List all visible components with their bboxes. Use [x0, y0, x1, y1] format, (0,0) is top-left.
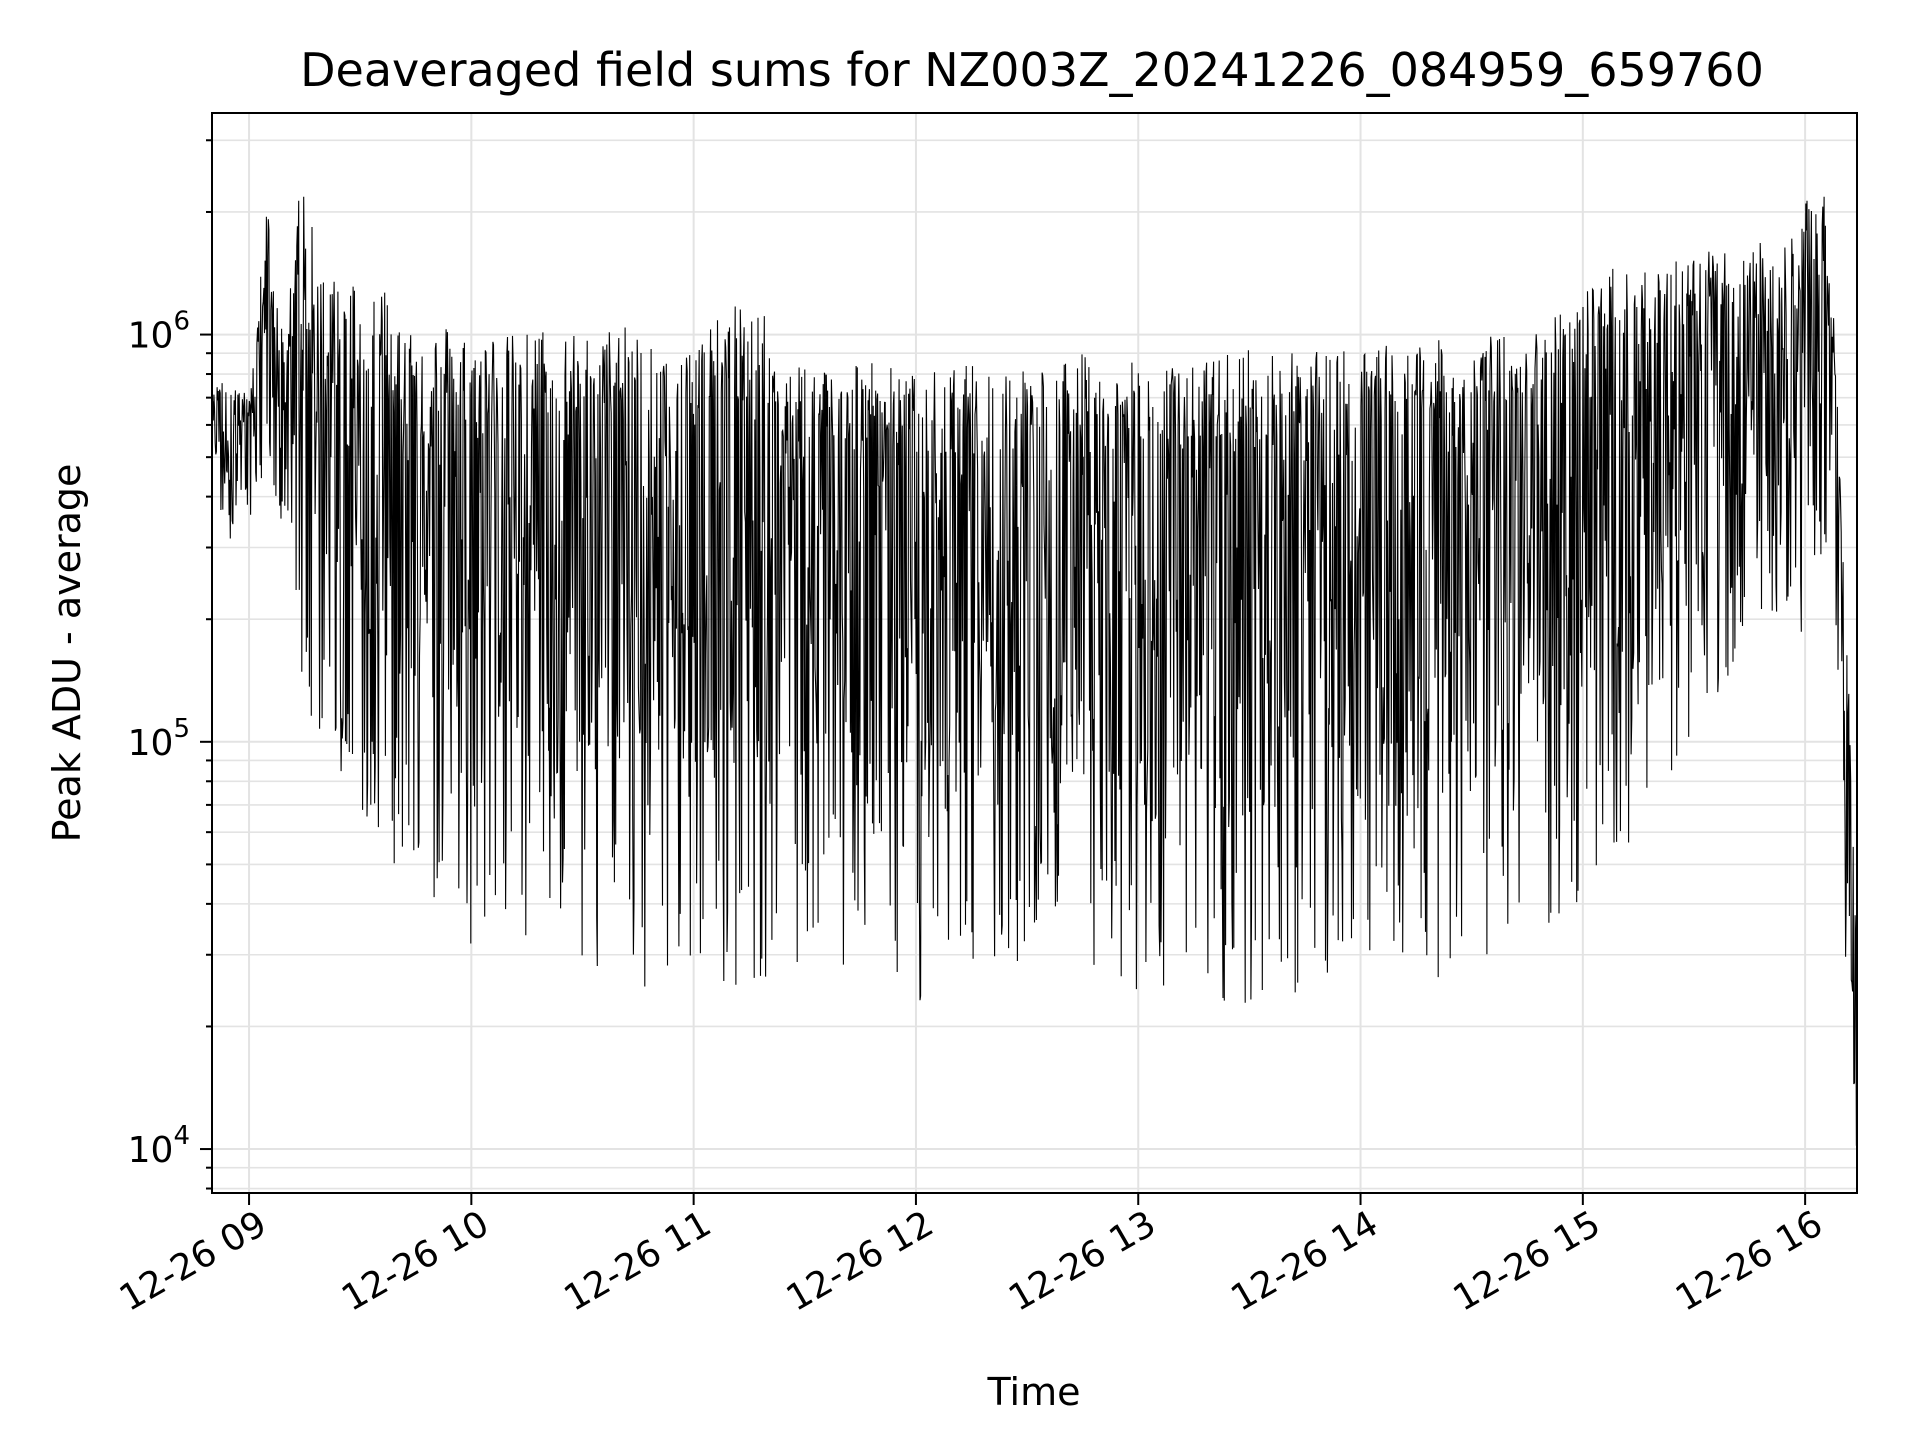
y-axis: 104 105 106: [128, 139, 212, 1190]
y-tick-label: 104: [128, 1121, 190, 1171]
y-axis-label: Peak ADU - average: [45, 464, 89, 843]
y-tick-label: 105: [128, 714, 190, 764]
y-tick-label: 106: [128, 307, 190, 357]
plot-frame: [211, 112, 1858, 1194]
chart-title: Deaveraged field sums for NZ003Z_2024122…: [300, 43, 1764, 97]
series-line: [211, 196, 1858, 1146]
plot-area: [211, 112, 1858, 1194]
x-axis-label: Time: [987, 1370, 1081, 1414]
